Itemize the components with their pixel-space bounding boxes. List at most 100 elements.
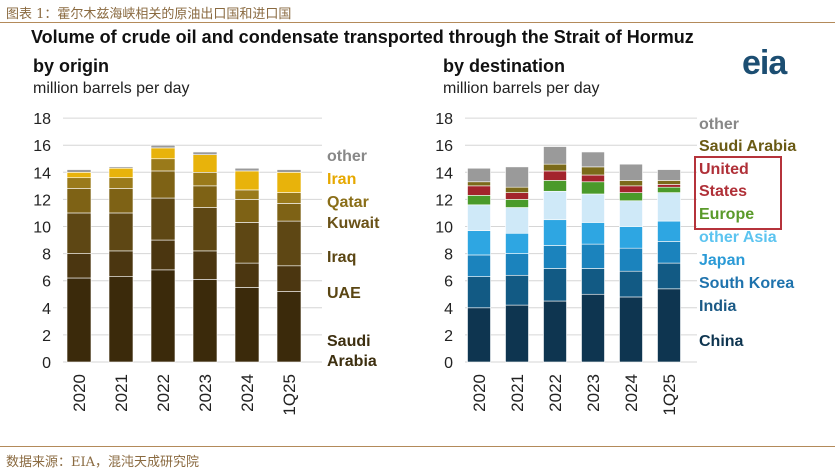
origin-bar-segment [234, 287, 260, 363]
origin-series-label: Arabia [327, 353, 377, 370]
origin-bar-segment [150, 269, 176, 363]
origin-bar-segment [276, 169, 302, 173]
origin-bar-segment [108, 166, 134, 169]
destination-series-label: South Korea [699, 275, 794, 292]
destination-bar-segment [657, 180, 681, 185]
destination-bar-segment [619, 163, 643, 181]
origin-bar-segment [192, 185, 218, 208]
origin-series-label: Qatar [327, 194, 369, 211]
destination-bar-segment [581, 151, 605, 168]
chart-title: Volume of crude oil and condensate trans… [31, 27, 694, 47]
destination-bar-segment [657, 184, 681, 188]
destination-bar-segment [619, 296, 643, 363]
destination-y-tick-label: 8 [444, 247, 453, 264]
destination-bar-segment [467, 254, 491, 277]
origin-y-tick-label: 14 [33, 165, 51, 182]
origin-bar-segment [276, 192, 302, 204]
origin-bar-segment [66, 172, 92, 179]
origin-bar-segment [276, 265, 302, 292]
destination-bar-segment [619, 226, 643, 249]
origin-bar-segment [66, 169, 92, 173]
destination-bar-segment [581, 243, 605, 269]
origin-bar-segment [234, 222, 260, 264]
destination-bar-segment [619, 185, 643, 193]
origin-bar-segment [108, 276, 134, 363]
origin-bar-segment [234, 167, 260, 172]
destination-bar-segment [581, 268, 605, 295]
destination-y-tick-label: 18 [435, 111, 453, 128]
destination-bar-segment [657, 288, 681, 363]
origin-bar-segment [108, 250, 134, 277]
destination-y-tick-label: 4 [444, 301, 453, 318]
origin-series-label: other [327, 148, 367, 165]
destination-x-tick-label: 1Q25 [660, 374, 679, 416]
destination-bar-segment [505, 166, 529, 188]
destination-bar-segment [505, 253, 529, 276]
destination-bar-segment [619, 200, 643, 227]
destination-x-tick-label: 2022 [546, 374, 565, 412]
destination-series-label: India [699, 298, 736, 315]
origin-bar-segment [192, 172, 218, 187]
origin-bar-segment [108, 188, 134, 214]
origin-y-tick-label: 6 [42, 274, 51, 291]
destination-bar-segment [543, 300, 567, 363]
origin-panel-title: by origin [33, 56, 109, 76]
destination-bar-segment [505, 304, 529, 363]
origin-bar-segment [66, 188, 92, 214]
destination-bar-segment [467, 276, 491, 309]
origin-bar-segment [108, 177, 134, 189]
destination-series-label: States [699, 183, 747, 200]
origin-bar-segment [192, 279, 218, 363]
origin-bar-segment [234, 170, 260, 191]
destination-bar-segment [505, 232, 529, 254]
destination-bar-segment [657, 192, 681, 222]
top-divider [0, 22, 835, 23]
chart-canvas: 0 2 4 6 8 10 12 14 16 18 2020 2021 2022 2023 2024 1Q25 S… [33, 111, 796, 416]
destination-x-tick-label: 2023 [584, 374, 603, 412]
origin-panel-subtitle: million barrels per day [33, 80, 190, 97]
origin-y-tick-label: 10 [33, 220, 51, 237]
origin-x-tick-label: 2020 [70, 374, 89, 412]
origin-y-tick-label: 18 [33, 111, 51, 128]
origin-bar-segment [66, 177, 92, 189]
destination-bar-segment [543, 163, 567, 172]
destination-bar-segment [467, 307, 491, 363]
destination-y-tick-label: 0 [444, 355, 453, 372]
destination-series-label: Saudi Arabia [699, 138, 796, 155]
origin-bar-segment [66, 212, 92, 254]
destination-x-tick-label: 2020 [470, 374, 489, 412]
destination-bar-segment [505, 186, 529, 193]
origin-x-tick-label: 2021 [112, 374, 131, 412]
origin-bar-segment [150, 197, 176, 241]
destination-bar-segment [505, 199, 529, 208]
destination-y-tick-label: 14 [435, 165, 453, 182]
destination-bar-segment [657, 262, 681, 290]
origin-series-label: Iran [327, 171, 356, 188]
destination-bar-segment [581, 293, 605, 363]
destination-bar-segment [619, 180, 643, 187]
destination-bar-segment [657, 241, 681, 264]
origin-bar-segment [234, 262, 260, 288]
destination-bar-segment [505, 192, 529, 200]
bottom-divider [0, 446, 835, 447]
origin-bar-segment [66, 253, 92, 279]
destination-bar-segment [543, 268, 567, 302]
figure-caption: 图表 1：霍尔木兹海峡相关的原油出口国和进口国 [6, 7, 292, 22]
destination-y-tick-label: 16 [435, 138, 453, 155]
destination-bar-segment [657, 186, 681, 193]
destination-bar-segment [467, 185, 491, 196]
destination-series-label: China [699, 333, 744, 350]
destination-bar-segment [619, 192, 643, 202]
origin-x-tick-label: 2023 [196, 374, 215, 412]
destination-bar-segment [467, 181, 491, 187]
origin-bar-segment [108, 167, 134, 179]
origin-bar-segment [192, 154, 218, 173]
destination-panel-title: by destination [443, 56, 566, 76]
destination-x-tick-label: 2024 [622, 374, 641, 412]
eia-logo: eia [742, 44, 787, 82]
destination-series-label: other [699, 116, 739, 133]
destination-bar-segment [543, 180, 567, 192]
destination-bar-segment [581, 181, 605, 195]
origin-bar-segment [150, 158, 176, 172]
destination-bar-segment [543, 219, 567, 246]
